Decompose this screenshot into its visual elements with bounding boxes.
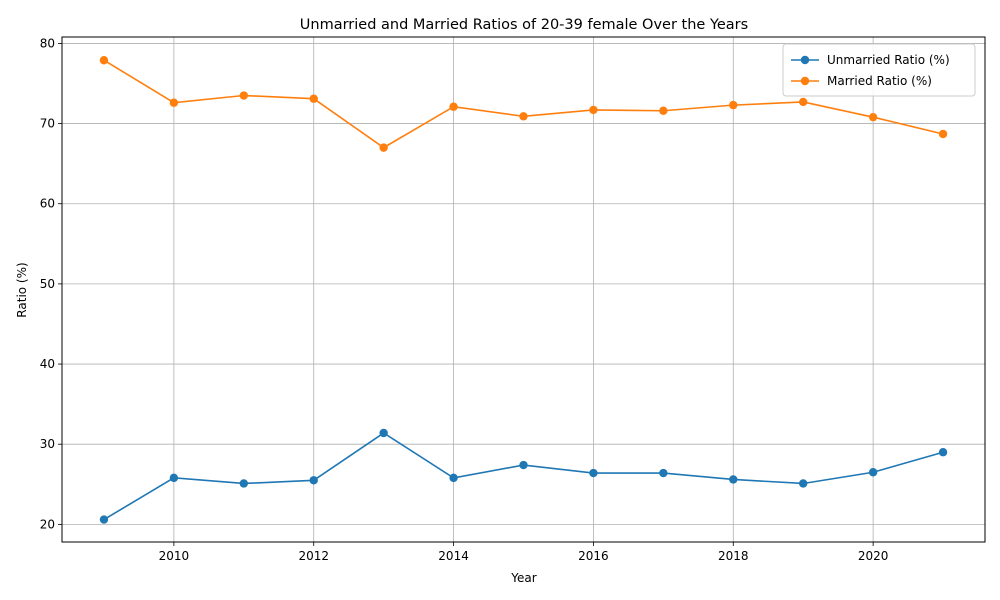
data-point	[449, 102, 458, 111]
data-point	[868, 112, 878, 122]
series-line	[103, 432, 944, 521]
data-point	[729, 475, 738, 484]
x-tick-label: 2020	[858, 549, 889, 563]
legend-swatch-marker	[800, 76, 810, 86]
series-0	[99, 428, 948, 524]
legend: Unmarried Ratio (%) Married Ratio (%)	[782, 43, 976, 97]
x-tick-label: 2010	[159, 549, 190, 563]
data-point	[379, 428, 388, 438]
y-tick-label: 80	[40, 36, 55, 50]
data-point	[798, 97, 808, 107]
data-point	[519, 460, 528, 470]
data-point	[868, 468, 878, 477]
plot-frame	[61, 36, 986, 543]
series-1	[99, 56, 948, 152]
data-point	[169, 473, 179, 483]
legend-label: Married Ratio (%)	[827, 74, 932, 88]
data-point	[309, 476, 318, 485]
data-point	[798, 479, 808, 488]
y-tick-label: 40	[40, 357, 55, 371]
x-tick-label: 2012	[298, 549, 329, 563]
data-point	[938, 448, 948, 457]
data-point	[659, 468, 668, 478]
x-tick-label: 2016	[578, 549, 609, 563]
y-tick-label: 50	[40, 277, 55, 291]
data-point	[589, 105, 598, 115]
y-tick-label: 70	[40, 117, 55, 131]
legend-swatch-marker	[800, 55, 810, 65]
legend-item: Married Ratio (%)	[791, 74, 932, 88]
data-point	[938, 129, 948, 139]
data-point	[589, 468, 598, 478]
data-point	[169, 98, 179, 107]
x-tick-label: 2018	[718, 549, 749, 563]
data-point	[519, 112, 528, 121]
data-point	[239, 91, 249, 100]
data-point	[449, 473, 458, 483]
legend-label: Unmarried Ratio (%)	[827, 53, 950, 67]
data-point	[659, 106, 668, 115]
legend-box	[782, 43, 976, 97]
data-point	[239, 479, 249, 488]
y-tick-label: 20	[40, 517, 55, 531]
legend-item: Unmarried Ratio (%)	[791, 53, 950, 67]
data-point	[379, 143, 388, 152]
series-layer	[99, 56, 948, 524]
y-tick-label: 30	[40, 437, 55, 451]
data-point	[309, 94, 318, 103]
x-tick-label: 2014	[438, 549, 469, 563]
chart-title: Unmarried and Married Ratios of 20-39 fe…	[300, 17, 748, 33]
y-tick-label: 60	[40, 197, 55, 211]
y-axis-label: Ratio (%)	[15, 262, 29, 317]
data-point	[99, 56, 109, 65]
data-point	[99, 515, 109, 524]
x-axis-label: Year	[510, 571, 536, 585]
data-point	[729, 100, 738, 110]
